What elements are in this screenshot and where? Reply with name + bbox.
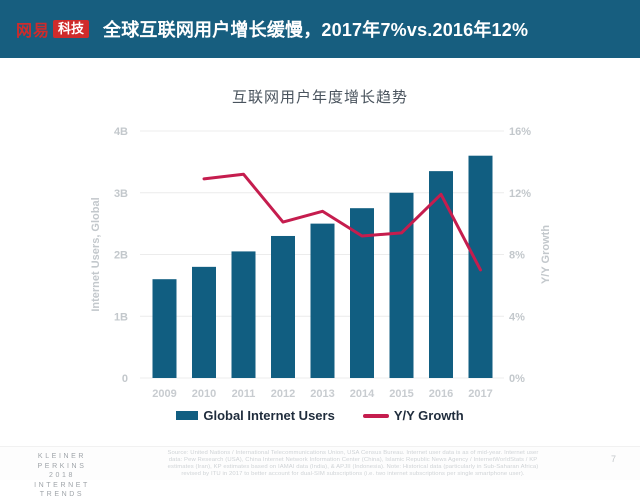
netease-tech-logo: 网易 科技 (16, 17, 90, 41)
source-line: data: Pew Research (USA), China Internet… (168, 457, 538, 464)
chart-legend: Global Internet Users Y/Y Growth (0, 408, 640, 423)
left-axis-tick: 2B (114, 250, 128, 262)
bar-2015 (389, 192, 414, 378)
left-axis-title: Internet Users, Global (90, 197, 102, 311)
logo-netease-text: 网易 (16, 23, 51, 40)
page-number: 7 (610, 454, 616, 464)
slide-footer: KLEINER PERKINS 2018 INTERNET TRENDS Sou… (0, 446, 640, 498)
internet-users-growth-chart: 0 0% 1B 4% 2B 8% 3B 12% 4B 16% 2009 2010 2011 2012 201… (90, 126, 552, 400)
right-axis-title: Y/Y Growth (540, 225, 552, 284)
source-line: Source: United Nations / International T… (167, 450, 539, 456)
left-axis-tick: 4B (114, 126, 128, 138)
x-axis-label: 2014 (350, 388, 375, 400)
legend-item-line: Y/Y Growth (362, 408, 464, 423)
bar-series-label: Global Internet Users (203, 408, 335, 423)
growth-line (202, 172, 482, 272)
bar-2009 (152, 279, 177, 378)
right-axis-tick: 12% (509, 188, 531, 200)
x-axis-label: 2009 (152, 388, 176, 400)
line-series-swatch (362, 413, 389, 418)
right-axis-tick: 4% (509, 311, 525, 323)
right-axis-tick: 0% (509, 373, 525, 385)
bar-2013 (310, 223, 335, 378)
x-axis-label: 2012 (271, 388, 295, 400)
source-line: estimates (Iran), KP estimates based on … (167, 464, 539, 471)
x-axis-label: 2017 (468, 388, 492, 400)
bar-2016 (429, 171, 453, 378)
bar-2014 (350, 208, 374, 378)
source-note: Source: United Nations / International T… (160, 450, 546, 478)
headline-title: 全球互联网用户增长缓慢，2017年7%vs.2016年12% (103, 20, 529, 40)
x-axis-label: 2010 (192, 388, 216, 400)
legend-item-bars: Global Internet Users (176, 408, 335, 423)
brand-line: INTERNET TRENDS (34, 481, 90, 499)
left-axis-tick: 3B (114, 188, 128, 200)
kleiner-perkins-brand: KLEINER PERKINS 2018 INTERNET TRENDS (12, 452, 112, 500)
bar-2011 (231, 251, 256, 378)
left-axis-tick: 1B (114, 311, 128, 323)
x-axis-label: 2015 (389, 388, 413, 400)
x-axis-label: 2011 (232, 388, 256, 400)
line-series-label: Y/Y Growth (393, 408, 464, 423)
x-axis-label: 2016 (429, 388, 453, 400)
brand-line: KLEINER PERKINS (37, 453, 87, 470)
right-axis-tick: 16% (509, 126, 531, 138)
chart-title: 互联网用户年度增长趋势 (231, 89, 408, 106)
source-line: revised by ITU in 2017 to better account… (181, 471, 525, 478)
logo-tech-badge: 科技 (53, 20, 90, 38)
bar-2012 (271, 235, 295, 378)
bar-series-swatch (176, 411, 199, 420)
bar-2010 (192, 266, 216, 378)
slide-header: 网易 科技 全球互联网用户增长缓慢，2017年7%vs.2016年12% (0, 0, 640, 58)
brand-line: 2018 (49, 472, 75, 479)
right-axis-tick: 8% (509, 250, 525, 262)
left-axis-tick: 0 (122, 373, 128, 385)
x-axis-label: 2013 (310, 388, 334, 400)
